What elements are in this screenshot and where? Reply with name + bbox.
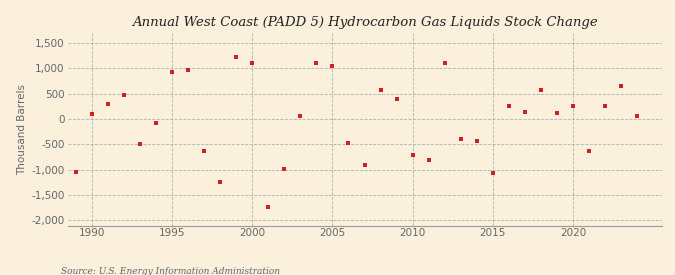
- Point: [504, 104, 514, 108]
- Point: [616, 84, 627, 88]
- Point: [551, 110, 562, 115]
- Point: [584, 148, 595, 153]
- Point: [487, 170, 498, 175]
- Y-axis label: Thousand Barrels: Thousand Barrels: [17, 84, 27, 175]
- Point: [632, 114, 643, 118]
- Point: [263, 205, 273, 209]
- Point: [231, 55, 242, 59]
- Point: [359, 163, 370, 167]
- Text: Source: U.S. Energy Information Administration: Source: U.S. Energy Information Administ…: [61, 267, 279, 275]
- Point: [520, 109, 531, 114]
- Point: [102, 102, 113, 106]
- Point: [423, 158, 434, 162]
- Point: [247, 61, 258, 66]
- Point: [439, 61, 450, 66]
- Point: [295, 114, 306, 118]
- Point: [568, 104, 578, 109]
- Point: [456, 137, 466, 141]
- Point: [343, 141, 354, 146]
- Point: [392, 97, 402, 101]
- Point: [215, 180, 225, 185]
- Point: [118, 93, 129, 97]
- Point: [600, 104, 611, 109]
- Point: [311, 61, 322, 66]
- Point: [536, 87, 547, 92]
- Point: [198, 148, 209, 153]
- Point: [134, 142, 145, 146]
- Point: [167, 70, 178, 74]
- Point: [327, 64, 338, 68]
- Point: [182, 68, 193, 73]
- Point: [70, 170, 81, 175]
- Title: Annual West Coast (PADD 5) Hydrocarbon Gas Liquids Stock Change: Annual West Coast (PADD 5) Hydrocarbon G…: [132, 16, 597, 29]
- Point: [279, 167, 290, 171]
- Point: [471, 139, 482, 143]
- Point: [375, 87, 386, 92]
- Point: [407, 153, 418, 157]
- Point: [151, 121, 161, 125]
- Point: [86, 112, 97, 116]
